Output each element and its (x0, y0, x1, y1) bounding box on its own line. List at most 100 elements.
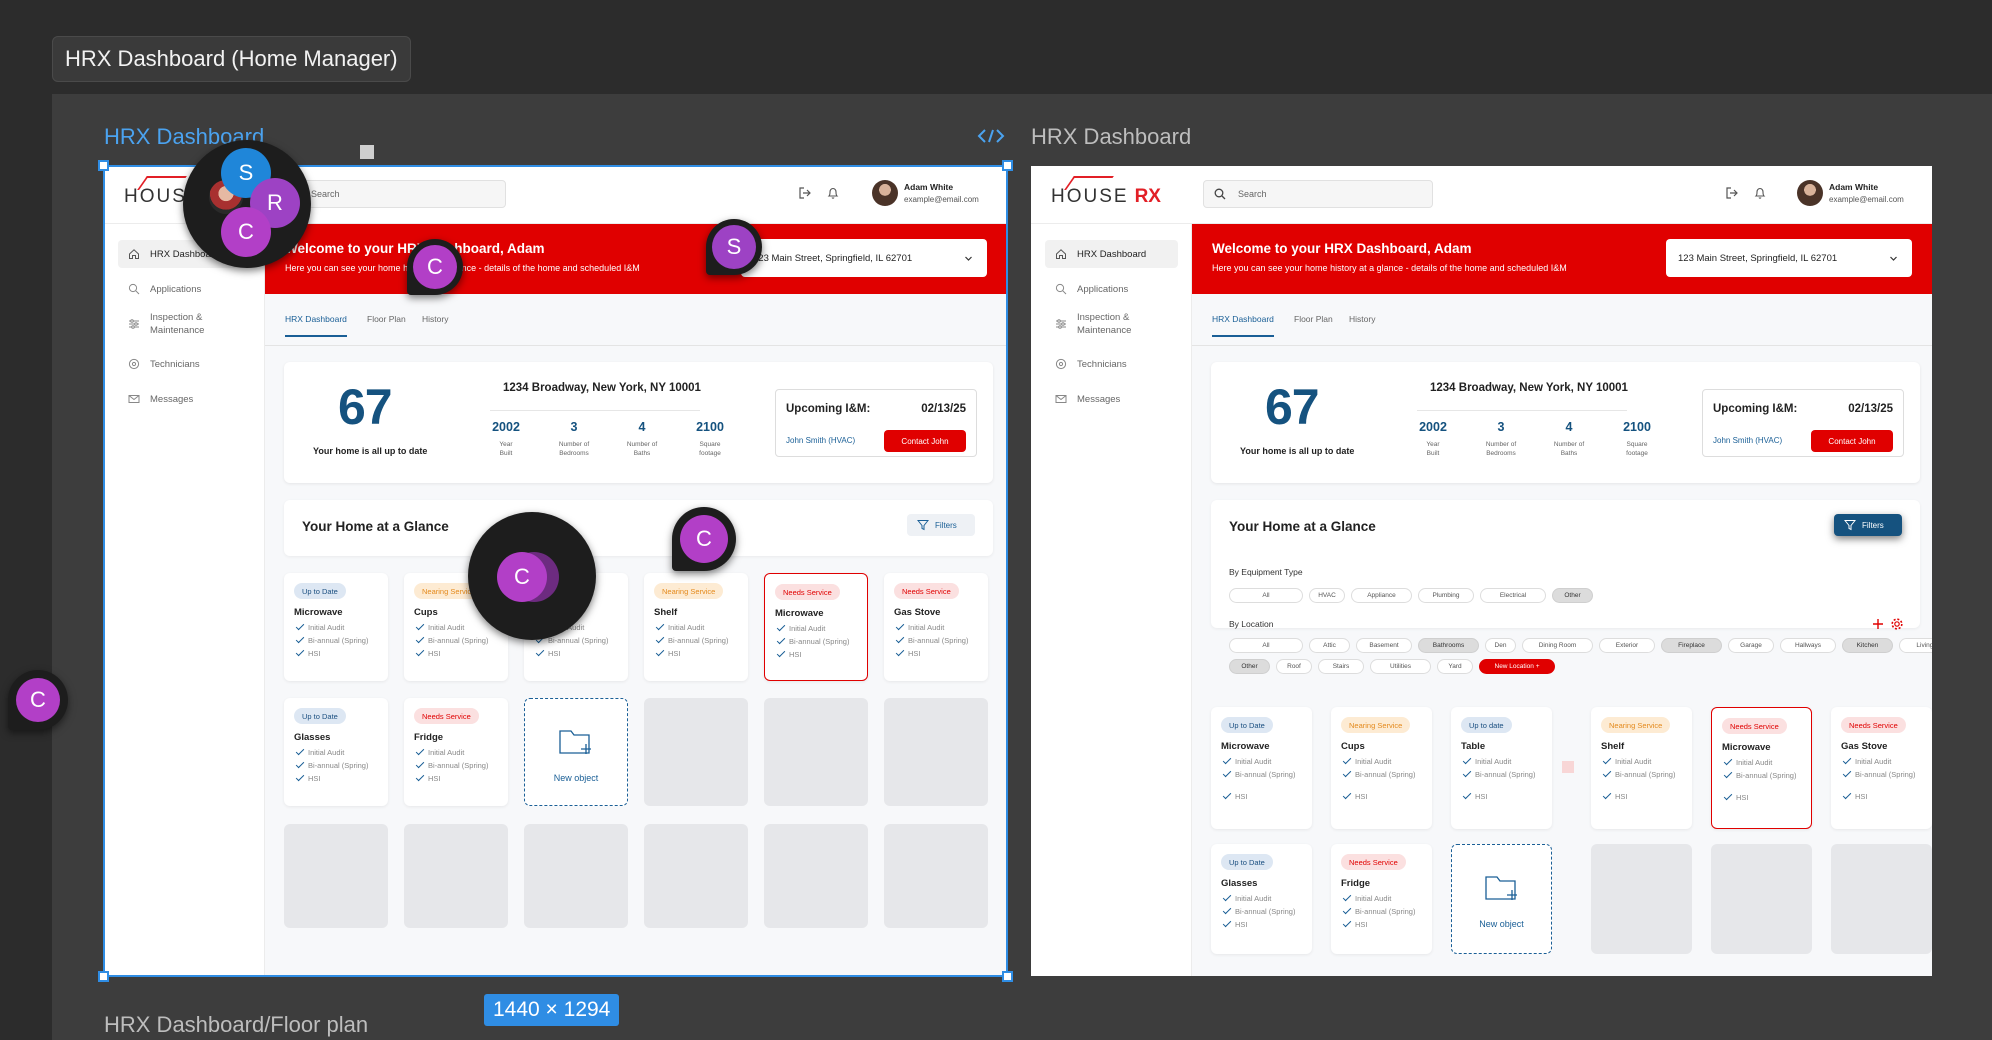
sidebar-item-inspection[interactable]: Inspection & Maintenance (1045, 306, 1178, 342)
checklist-item: Initial Audit (1341, 757, 1422, 767)
bell-icon[interactable] (1753, 186, 1767, 200)
tab-floor-plan[interactable]: Floor Plan (367, 314, 406, 324)
filter-chip[interactable]: Roof (1276, 659, 1312, 674)
sidebar-item-applications[interactable]: Applications (118, 275, 251, 303)
contact-button[interactable]: Contact John (1811, 430, 1893, 452)
address-dropdown[interactable]: 123 Main Street, Springfield, IL 62701 (1666, 239, 1912, 277)
status-card[interactable]: Nearing Service Shelf Initial Audit Bi-annu… (1591, 707, 1692, 829)
avatar[interactable] (1797, 180, 1823, 206)
search-input[interactable]: Search (276, 180, 506, 208)
status-card[interactable]: Nearing Service Shelf Initial Audit Bi-annu… (644, 573, 748, 681)
filter-icon (917, 520, 929, 531)
sidebar-item-messages[interactable]: Messages (1045, 385, 1178, 413)
filters-button[interactable]: Filters (1834, 514, 1902, 536)
tab-floor-plan[interactable]: Floor Plan (1294, 314, 1333, 324)
checklist-item: Initial Audit (414, 748, 498, 758)
status-card[interactable]: Nearing Service Cups Initial Audit Bi-annua… (1331, 707, 1432, 829)
status-card[interactable]: Needs Service Microwave Initial Audit Bi-an… (1711, 707, 1812, 829)
resize-handle[interactable] (98, 971, 109, 982)
filter-chip[interactable]: All (1229, 588, 1303, 603)
status-card[interactable]: Nearing Service Cups Initial Audit Bi-annua… (404, 573, 508, 681)
status-card[interactable]: Needs Service Gas Stove Initial Audit Bi-an… (884, 573, 988, 681)
technician-link[interactable]: John Smith (HVAC) (1713, 436, 1783, 445)
filter-chip[interactable]: HVAC (1309, 588, 1345, 603)
filter-chip[interactable]: Bathrooms (1418, 638, 1479, 653)
empty-slot (644, 698, 748, 806)
status-badge: Nearing Service (654, 583, 724, 599)
filter-icon (1844, 520, 1856, 531)
page-title[interactable]: HRX Dashboard (Home Manager) (52, 36, 411, 82)
sidebar-item-inspection[interactable]: Inspection & Maintenance (118, 306, 251, 342)
status-card[interactable]: Up to Date Microwave Initial Audit Bi-annua… (284, 573, 388, 681)
stat-baths: 4 Number of Baths (1553, 420, 1585, 457)
logout-icon[interactable] (1725, 186, 1739, 200)
filter-chip[interactable]: Den (1485, 638, 1516, 653)
status-card[interactable]: Needs Service Fridge Initial Audit Bi-annua… (1331, 844, 1432, 954)
gear-icon[interactable] (1890, 617, 1904, 631)
new-object-button[interactable]: New object (1451, 844, 1552, 954)
filter-chip[interactable]: Living Room (1899, 638, 1932, 653)
tab-dashboard[interactable]: HRX Dashboard (285, 314, 347, 337)
filter-chip[interactable]: Appliance (1351, 588, 1412, 603)
filter-chip[interactable]: Other (1229, 659, 1270, 674)
filter-chip[interactable]: Hallways (1780, 638, 1836, 653)
home-summary-card: 67 Your home is all up to date 1234 Broa… (1211, 362, 1920, 483)
frame-size-tag: 1440 × 1294 (484, 994, 620, 1026)
contact-button[interactable]: Contact John (884, 430, 966, 452)
resize-handle[interactable] (98, 160, 109, 171)
filter-chip[interactable]: Yard (1437, 659, 1473, 674)
filter-chip[interactable]: Other (1552, 588, 1593, 603)
resize-handle[interactable] (1002, 160, 1013, 171)
upcoming-im-box: Upcoming I&M: 02/13/25 John Smith (HVAC)… (775, 389, 977, 457)
plus-icon[interactable] (1872, 618, 1884, 630)
tab-history[interactable]: History (1349, 314, 1376, 324)
code-icon[interactable] (977, 128, 1005, 144)
filters-button[interactable]: Filters (907, 514, 975, 536)
address-dropdown[interactable]: 123 Main Street, Springfield, IL 62701 (741, 239, 987, 277)
status-card[interactable]: Needs Service Gas Stove Initial Audit Bi-an… (1831, 707, 1932, 829)
bell-icon[interactable] (826, 186, 840, 200)
collaborator-cursor: C (497, 552, 547, 602)
sidebar-item-messages[interactable]: Messages (118, 385, 251, 413)
resize-handle[interactable] (1002, 971, 1013, 982)
stat-year: 2002 Year Built (492, 420, 520, 457)
filter-chip[interactable]: Fireplace (1661, 638, 1722, 653)
search-input[interactable]: Search (1203, 180, 1433, 208)
status-card[interactable]: Up to Date Glasses Initial Audit Bi-annual … (284, 698, 388, 806)
status-card[interactable]: Needs Service Fridge Initial Audit Bi-annua… (404, 698, 508, 806)
frame-label-right[interactable]: HRX Dashboard (1031, 124, 1192, 149)
status-card[interactable]: Needs Service Microwave Initial Audit Bi-an… (764, 573, 868, 681)
tab-dashboard[interactable]: HRX Dashboard (1212, 314, 1274, 337)
status-card[interactable]: Up to Date Glasses Initial Audit Bi-annual … (1211, 844, 1312, 954)
card-title: Microwave (1722, 742, 1771, 753)
filter-chip[interactable]: Garage (1728, 638, 1774, 653)
filter-chip[interactable]: Electrical (1480, 588, 1546, 603)
filter-chip[interactable]: Exterior (1599, 638, 1655, 653)
new-location-button[interactable]: New Location + (1479, 659, 1555, 674)
status-card[interactable]: Up to date Table Initial Audit Bi-annual (S… (1451, 707, 1552, 829)
filter-chip[interactable]: Basement (1356, 638, 1412, 653)
sidebar-item-technicians[interactable]: Technicians (1045, 350, 1178, 378)
filter-chip[interactable]: Kitchen (1842, 638, 1893, 653)
frame-dashboard-right[interactable]: HOUSE RX Search Adam White example@email.… (1031, 166, 1932, 976)
card-title: Table (1461, 741, 1486, 752)
filter-chip[interactable]: Stairs (1318, 659, 1364, 674)
sidebar-item-dashboard[interactable]: HRX Dashboard (1045, 240, 1178, 268)
technician-link[interactable]: John Smith (HVAC) (786, 436, 856, 445)
status-card[interactable]: Up to Date Microwave Initial Audit Bi-annua… (1211, 707, 1312, 829)
logout-icon[interactable] (798, 186, 812, 200)
card-title: Glasses (294, 732, 331, 743)
avatar[interactable] (872, 180, 898, 206)
frame-label-bottom[interactable]: HRX Dashboard/Floor plan (104, 1012, 369, 1037)
filter-chip[interactable]: All (1229, 638, 1303, 653)
sidebar-item-technicians[interactable]: Technicians (118, 350, 251, 378)
equipment-type-label: By Equipment Type (1229, 567, 1303, 577)
filter-chip[interactable]: Attic (1309, 638, 1350, 653)
sidebar-item-applications[interactable]: Applications (1045, 275, 1178, 303)
tab-history[interactable]: History (422, 314, 449, 324)
filter-chip[interactable]: Plumbing (1418, 588, 1474, 603)
filter-chip[interactable]: Utilities (1370, 659, 1431, 674)
new-object-button[interactable]: New object (524, 698, 628, 806)
filter-chip[interactable]: Dining Room (1522, 638, 1593, 653)
